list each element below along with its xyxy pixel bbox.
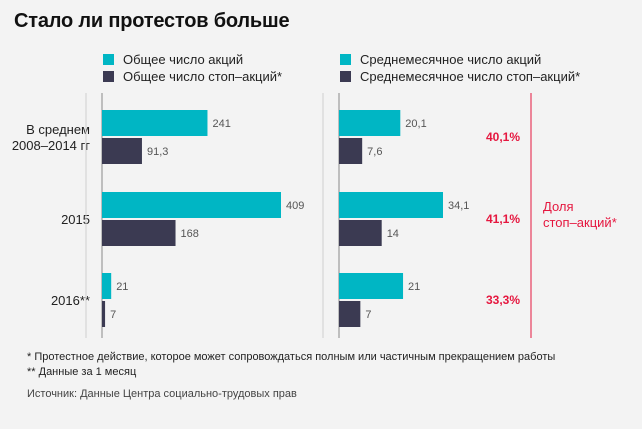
bar: [339, 138, 363, 164]
legend-label: Среднемесячное число акций: [360, 51, 542, 67]
legend-swatch: [340, 53, 351, 65]
legend-right-item-1: Среднемесячное число акций: [340, 51, 541, 67]
data-label: 7: [110, 309, 116, 321]
bar: [102, 192, 281, 218]
category-label: 2015: [61, 212, 90, 227]
data-label: 14: [387, 228, 399, 240]
data-label: 34,1: [448, 200, 469, 212]
data-label: 168: [181, 228, 199, 240]
data-label: 7,6: [367, 146, 382, 158]
bar: [102, 110, 208, 136]
share-value: 33,3%: [486, 293, 520, 307]
data-label: 20,1: [405, 118, 426, 130]
bar: [339, 220, 382, 246]
data-label: 21: [116, 281, 128, 293]
footnote-1: * Протестное действие, которое может соп…: [27, 351, 556, 363]
category-label: 2016**: [51, 293, 90, 308]
legend-left-item-2: Общее число стоп–акций*: [103, 68, 282, 84]
legend-right-item-2: Среднемесячное число стоп–акций*: [340, 68, 580, 84]
data-label: 241: [212, 118, 230, 130]
bar: [339, 110, 401, 136]
category-label: В среднем 2008–2014 гг: [12, 122, 90, 153]
bar: [102, 138, 142, 164]
bar: [339, 273, 404, 299]
legend-swatch: [340, 70, 351, 82]
data-label: 7: [365, 309, 371, 321]
source-note: Источник: Данные Центра социально-трудов…: [27, 388, 297, 400]
data-label: 91,3: [147, 146, 168, 158]
chart-title: Стало ли протестов больше: [14, 10, 290, 32]
legend-left-item-1: Общее число акций: [103, 51, 243, 67]
footnote-2: ** Данные за 1 месяц: [27, 366, 137, 378]
share-label: Доля стоп–акций*: [543, 199, 617, 230]
bar: [339, 192, 443, 218]
bar: [339, 301, 361, 327]
bar: [102, 220, 176, 246]
data-label: 409: [286, 200, 304, 212]
legend-label: Среднемесячное число стоп–акций*: [360, 68, 581, 84]
legend-swatch: [103, 70, 114, 82]
share-value: 40,1%: [486, 130, 520, 144]
bar: [102, 273, 112, 299]
legend-swatch: [103, 53, 114, 65]
legend-label: Общее число стоп–акций*: [123, 68, 283, 84]
data-label: 21: [408, 281, 420, 293]
share-value: 41,1%: [486, 212, 520, 226]
bar: [102, 301, 106, 327]
legend-label: Общее число акций: [123, 51, 244, 67]
